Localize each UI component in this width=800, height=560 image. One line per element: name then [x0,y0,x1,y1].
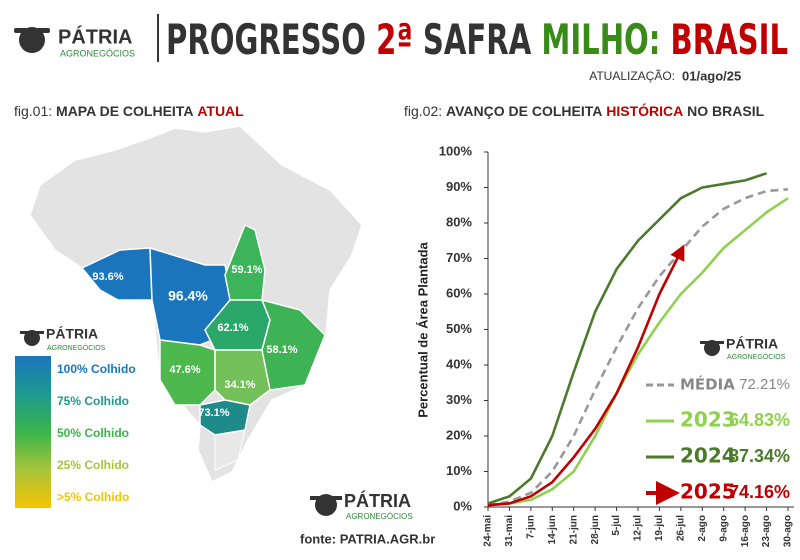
y-tick-label: 10% [446,463,472,478]
x-tick-label: 23-ago [761,515,772,547]
legend-gradient [15,356,51,508]
brand: PÁTRIA [726,336,778,352]
y-tick-label: 40% [446,356,472,371]
legend-label: 75% Colhido [57,394,129,408]
y-tick-label: 90% [446,179,472,194]
x-tick-label: 9-ago [718,515,729,542]
brand-sub: AGRONEGÓCIOS [47,343,106,352]
y-axis-label: Percentual de Área Plantada [415,241,430,417]
legend-label: 100% Colhido [57,362,136,376]
legend-name: 2025 [680,480,736,504]
brand: PÁTRIA [46,326,98,342]
legend-value: 72.21% [739,376,790,393]
logo: PÁTRIA AGRONEGÓCIOS [14,25,135,58]
map-region [199,399,251,436]
x-tick-label: 21-jun [568,515,579,544]
series-line [487,244,685,507]
x-tick-label: 28-jun [590,515,601,544]
region-label: 62.1% [217,322,248,334]
region-label: 73.1% [198,407,229,419]
region-label: 59.1% [231,264,262,276]
legend-value: 64.83% [729,410,790,430]
x-tick-label: 14-jun [547,515,558,544]
fig-label: fig.01: MAPA DE COLHEITA ATUAL [14,103,244,119]
y-tick-label: 20% [446,427,472,442]
y-tick-label: 60% [446,285,472,300]
y-tick-label: 30% [446,392,472,407]
x-tick-label: 5-jul [611,515,622,536]
legend-name: MÉDIA [680,375,735,394]
fig-title-end: NO BRASIL [687,103,764,119]
x-tick-label: 12-jul [633,515,644,541]
fig-number: fig.02: [404,103,442,119]
y-tick-label: 70% [446,250,472,265]
map-legend: 100% Colhido 75% Colhido 50% Colhido 25% Co… [57,362,136,504]
x-tick-label: 16-ago [740,515,751,547]
source: fonte: PATRIA.AGR.br [300,531,435,546]
fig-title: AVANÇO DE COLHEITA [446,103,602,119]
brand: PÁTRIA [58,25,132,48]
x-tick-label: 2-ago [697,515,708,542]
map-region [214,349,271,406]
series-line [487,197,789,507]
map: 93.6% 96.4% 59.1% 62.1% 58.1% 47.6% 34.1% 73.1% [80,223,326,436]
y-tick-label: 80% [446,214,472,229]
fig-number: fig.01: [14,103,52,119]
brand-sub: AGRONEGÓCIOS [727,352,786,361]
logo: PÁTRIA AGRONEGÓCIOS [20,326,106,352]
logo: PÁTRIA AGRONEGÓCIOS [700,336,786,361]
y-tick-label: 100% [439,143,473,158]
legend-label: 25% Colhido [57,458,129,472]
series-line [487,172,767,505]
legend-name: 2024 [680,444,736,468]
region-label: 47.6% [169,364,200,376]
region-label: 34.1% [224,379,255,391]
x-tick-label: 26-jul [675,515,686,541]
x-tick-label: 19-jul [654,515,665,541]
fig-title: MAPA DE COLHEITA [56,103,193,119]
y-tick-label: 0% [453,498,472,513]
brand: PÁTRIA [344,490,411,511]
fig-highlight: HISTÓRICA [606,102,683,119]
series-line [487,187,789,507]
legend-name: 2023 [680,408,736,432]
x-tick-label: 31-mai [504,515,515,547]
title-part: BRASIL [671,15,788,64]
x-tick-label: 7-jun [525,515,536,539]
brand-sub: AGRONEGÓCIOS [346,512,413,521]
legend-value: 74.16% [729,482,790,502]
main-title: PROGRESSO 2ª SAFRA MILHO: BRASIL [166,15,788,64]
line-chart: 0% 10% 20% 30% 40% 50% 60% 70% 80% 90% 100% 24-mai 3… [439,143,794,547]
legend-label: 50% Colhido [57,426,129,440]
title-part: 2ª [376,15,413,64]
title-part: PROGRESSO [166,15,366,64]
x-tick-label: 24-mai [483,515,494,547]
fig-highlight: ATUAL [197,103,244,119]
map-region [159,339,216,406]
title-part: MILHO: [541,15,660,64]
region-label: 96.4% [168,288,208,304]
update-label: ATUALIZAÇÃO: [589,69,675,83]
update-date: 01/ago/25 [682,68,741,83]
region-label: 58.1% [266,344,297,356]
legend-label: >5% Colhido [57,490,129,504]
y-tick-label: 50% [446,321,472,336]
title-part: SAFRA [423,15,532,64]
region-label: 93.6% [92,271,123,283]
logo: PÁTRIA AGRONEGÓCIOS [310,490,413,521]
legend-value: 87.34% [729,446,790,466]
x-tick-label: 30-ago [783,515,794,547]
fig-label: fig.02: AVANÇO DE COLHEITA HISTÓRICA NO … [404,102,765,119]
brand-sub: AGRONEGÓCIOS [60,48,135,58]
